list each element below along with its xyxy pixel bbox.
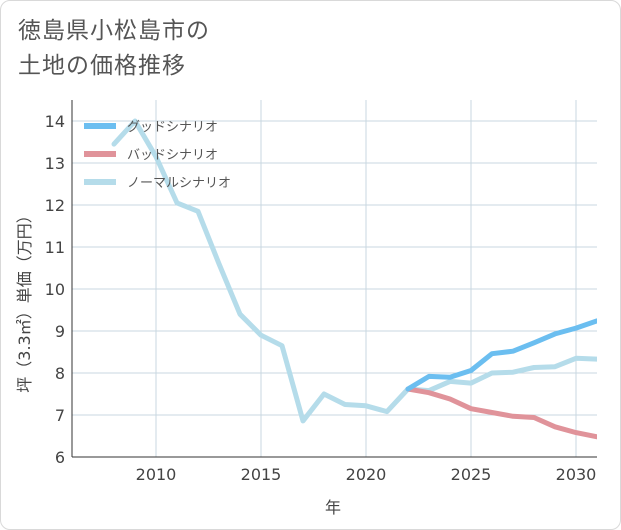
y-tick-label: 7 bbox=[55, 406, 65, 425]
series-line bbox=[111, 118, 597, 424]
series-line bbox=[405, 386, 597, 440]
y-tick-label: 10 bbox=[45, 280, 65, 299]
series-lines bbox=[111, 118, 597, 440]
legend-label: グッドシナリオ bbox=[127, 120, 218, 135]
y-tick-label: 8 bbox=[55, 364, 65, 383]
y-tick-label: 6 bbox=[55, 448, 65, 467]
y-tick-label: 9 bbox=[55, 322, 65, 341]
y-tick-label: 13 bbox=[45, 154, 65, 173]
x-tick-label: 2010 bbox=[136, 465, 177, 484]
y-tick-label: 12 bbox=[45, 196, 65, 215]
legend-label: ノーマルシナリオ bbox=[127, 176, 231, 191]
x-tick-label: 2015 bbox=[241, 465, 282, 484]
series-line bbox=[405, 318, 597, 392]
chart-title: 徳島県小松島市の 土地の価格推移 bbox=[18, 14, 210, 84]
x-tick-label: 2030 bbox=[556, 465, 597, 484]
x-axis-label: 年 bbox=[325, 498, 341, 517]
title-line-2: 土地の価格推移 bbox=[18, 53, 186, 79]
y-tick-label: 11 bbox=[45, 238, 65, 257]
y-tick-label: 14 bbox=[45, 112, 65, 131]
title-line-1: 徳島県小松島市の bbox=[18, 18, 210, 44]
x-tick-label: 2025 bbox=[451, 465, 492, 484]
x-tick-label: 2020 bbox=[346, 465, 387, 484]
legend-label: バッドシナリオ bbox=[127, 148, 218, 163]
y-axis-label: 坪（3.3㎡）単価（万円） bbox=[15, 207, 34, 392]
axes bbox=[71, 100, 597, 458]
tick-labels: 2010 2015 2020 2025 2030 6 7 8 9 10 11 12 13 14 bbox=[45, 112, 597, 484]
